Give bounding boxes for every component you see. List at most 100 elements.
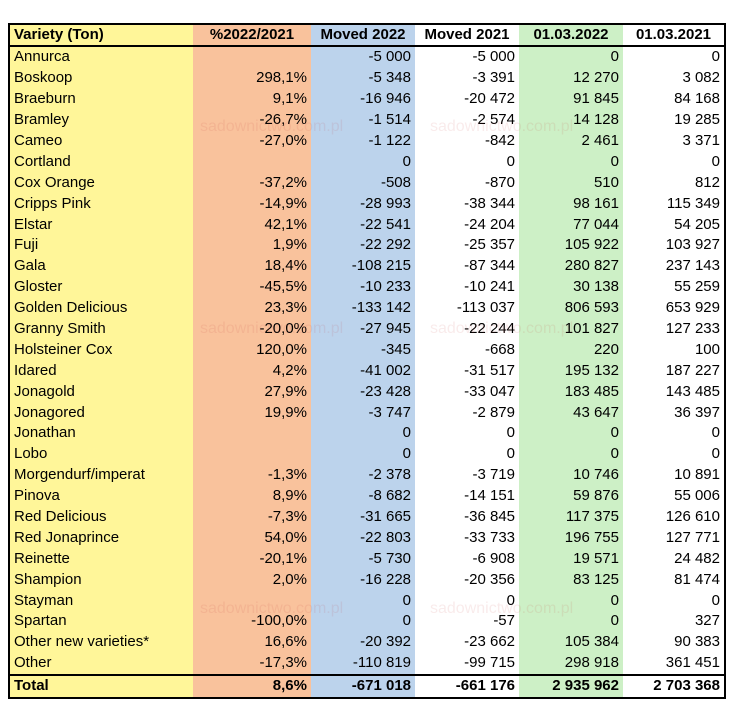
cell-moved-2022: -16 946 (311, 88, 415, 110)
cell-variety: Pinova (9, 485, 193, 507)
cell-moved-2021: 0 (415, 423, 519, 444)
total-label: Total (9, 673, 193, 698)
table-row: Other new varieties* 16,6% -20 392 -23 662 1… (9, 631, 725, 653)
cell-variety: Cox Orange (9, 172, 193, 194)
table-row: Idared 4,2% -41 002 -31 517 195 132 187 227 (9, 360, 725, 382)
cell-change-pct: 54,0% (193, 527, 311, 549)
cell-moved-2021: -33 733 (415, 527, 519, 549)
cell-change-pct: -27,0% (193, 130, 311, 152)
cell-stock-2022: 183 485 (519, 381, 623, 403)
cell-moved-2021: -3 719 (415, 464, 519, 486)
cell-stock-2022: 0 (519, 611, 623, 632)
cell-change-pct (193, 590, 311, 612)
total-moved-2021: -661 176 (415, 673, 519, 698)
header-variety: Variety (Ton) (9, 24, 193, 47)
cell-stock-2021: 0 (623, 151, 725, 173)
header-stock-2021: 01.03.2021 (623, 24, 725, 47)
cell-change-pct (193, 423, 311, 444)
cell-moved-2022: -110 819 (311, 652, 415, 675)
cell-moved-2022: 0 (311, 590, 415, 612)
cell-stock-2021: 143 485 (623, 381, 725, 403)
cell-stock-2021: 24 482 (623, 548, 725, 570)
cell-moved-2022: 0 (311, 611, 415, 632)
table-row: Annurca -5 000 -5 000 0 0 (9, 46, 725, 68)
cell-moved-2022: 0 (311, 423, 415, 444)
cell-moved-2022: -10 233 (311, 276, 415, 298)
cell-moved-2021: -23 662 (415, 631, 519, 653)
cell-moved-2022: -20 392 (311, 631, 415, 653)
table-row: Other -17,3% -110 819 -99 715 298 918 361 451 (9, 652, 725, 675)
cell-change-pct: 298,1% (193, 67, 311, 89)
cell-change-pct: 120,0% (193, 339, 311, 361)
cell-moved-2022: -1 514 (311, 109, 415, 131)
table-row: Bramley -26,7% -1 514 -2 574 14 128 19 285 (9, 109, 725, 131)
cell-stock-2022: 12 270 (519, 67, 623, 89)
cell-variety: Spartan (9, 611, 193, 632)
cell-variety: Other new varieties* (9, 631, 193, 653)
cell-moved-2022: 0 (311, 443, 415, 465)
cell-variety: Other (9, 652, 193, 675)
cell-moved-2021: -3 391 (415, 67, 519, 89)
cell-stock-2021: 3 371 (623, 130, 725, 152)
cell-moved-2022: -5 348 (311, 67, 415, 89)
cell-change-pct: 1,9% (193, 235, 311, 256)
cell-moved-2022: -27 945 (311, 318, 415, 340)
cell-stock-2022: 0 (519, 590, 623, 612)
cell-stock-2022: 14 128 (519, 109, 623, 131)
cell-moved-2021: -668 (415, 339, 519, 361)
cell-stock-2021: 327 (623, 611, 725, 632)
cell-stock-2022: 0 (519, 443, 623, 465)
cell-moved-2021: -57 (415, 611, 519, 632)
cell-change-pct: 16,6% (193, 631, 311, 653)
cell-variety: Red Delicious (9, 506, 193, 528)
cell-variety: Shampion (9, 569, 193, 591)
cell-variety: Boskoop (9, 67, 193, 89)
cell-moved-2022: -1 122 (311, 130, 415, 152)
cell-variety: Holsteiner Cox (9, 339, 193, 361)
cell-moved-2022: 0 (311, 151, 415, 173)
cell-variety: Granny Smith (9, 318, 193, 340)
cell-stock-2022: 220 (519, 339, 623, 361)
cell-stock-2021: 19 285 (623, 109, 725, 131)
table-row: Spartan -100,0% 0 -57 0 327 (9, 611, 725, 632)
cell-stock-2021: 54 205 (623, 214, 725, 236)
cell-change-pct: 19,9% (193, 402, 311, 424)
cell-variety: Fuji (9, 235, 193, 256)
cell-moved-2021: 0 (415, 590, 519, 612)
table-row: Jonagold 27,9% -23 428 -33 047 183 485 143 48… (9, 381, 725, 403)
total-change-pct: 8,6% (193, 673, 311, 698)
cell-stock-2022: 101 827 (519, 318, 623, 340)
cell-variety: Stayman (9, 590, 193, 612)
cell-change-pct: 4,2% (193, 360, 311, 382)
cell-stock-2022: 2 461 (519, 130, 623, 152)
cell-stock-2021: 187 227 (623, 360, 725, 382)
cell-stock-2022: 105 922 (519, 235, 623, 256)
cell-moved-2021: -22 244 (415, 318, 519, 340)
cell-moved-2022: -508 (311, 172, 415, 194)
cell-stock-2022: 195 132 (519, 360, 623, 382)
cell-stock-2022: 117 375 (519, 506, 623, 528)
cell-stock-2022: 105 384 (519, 631, 623, 653)
table-row: Red Delicious -7,3% -31 665 -36 845 117 375 1… (9, 506, 725, 528)
cell-moved-2021: -14 151 (415, 485, 519, 507)
table-row: Granny Smith -20,0% -27 945 -22 244 101 827 1… (9, 318, 725, 340)
cell-variety: Jonathan (9, 423, 193, 444)
cell-stock-2022: 83 125 (519, 569, 623, 591)
table-row: Cortland 0 0 0 0 (9, 151, 725, 173)
cell-stock-2021: 103 927 (623, 235, 725, 256)
cell-variety: Braeburn (9, 88, 193, 110)
cell-stock-2021: 0 (623, 423, 725, 444)
cell-stock-2022: 43 647 (519, 402, 623, 424)
cell-moved-2022: -133 142 (311, 297, 415, 319)
cell-stock-2021: 237 143 (623, 255, 725, 277)
table-row: Stayman 0 0 0 0 (9, 590, 725, 612)
table-row: Fuji 1,9% -22 292 -25 357 105 922 103 927 (9, 235, 725, 256)
cell-stock-2021: 81 474 (623, 569, 725, 591)
cell-change-pct: -45,5% (193, 276, 311, 298)
cell-change-pct: 8,9% (193, 485, 311, 507)
cell-stock-2021: 90 383 (623, 631, 725, 653)
cell-moved-2021: -870 (415, 172, 519, 194)
cell-moved-2021: -38 344 (415, 193, 519, 215)
cell-change-pct: 18,4% (193, 255, 311, 277)
cell-stock-2021: 0 (623, 46, 725, 68)
